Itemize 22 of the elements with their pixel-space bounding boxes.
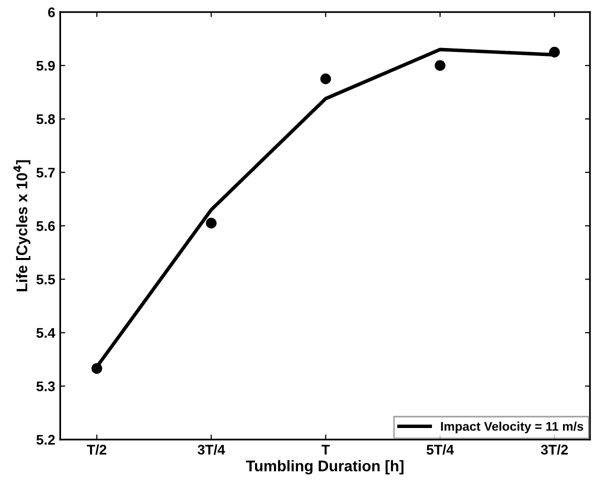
point bbox=[91, 363, 102, 374]
x-tick-label: T bbox=[322, 444, 330, 454]
y-tick-label: 5.2 bbox=[36, 434, 55, 445]
y-axis-title: Life [Cycles x 10$^{4}$] bbox=[14, 160, 30, 292]
x-tick-label: T/2 bbox=[86, 444, 106, 455]
y-tick-label: 5.4 bbox=[36, 328, 56, 338]
x-tick-label: 3T/2 bbox=[540, 444, 568, 455]
y-tick-label: 5.7 bbox=[36, 168, 55, 178]
y-tick-label: 6 bbox=[48, 7, 55, 18]
x-tick-label: 5T/4 bbox=[426, 444, 454, 455]
y-tick-label: 5.6 bbox=[36, 221, 55, 231]
y-tick-label: 5.8 bbox=[36, 114, 55, 124]
point bbox=[320, 74, 332, 84]
legend-label: Impact Velocity = 11 m/s bbox=[441, 422, 584, 434]
y-tick-label: 5.5 bbox=[36, 274, 55, 284]
x-tick-label: 3T/4 bbox=[198, 444, 226, 455]
x-axis-title: Tumbling Duration [h] bbox=[246, 460, 404, 474]
y-tick-label: 5.3 bbox=[36, 381, 55, 392]
point bbox=[206, 218, 217, 228]
point bbox=[549, 46, 560, 58]
point bbox=[434, 60, 446, 71]
y-tick-label: 5.9 bbox=[36, 60, 55, 71]
